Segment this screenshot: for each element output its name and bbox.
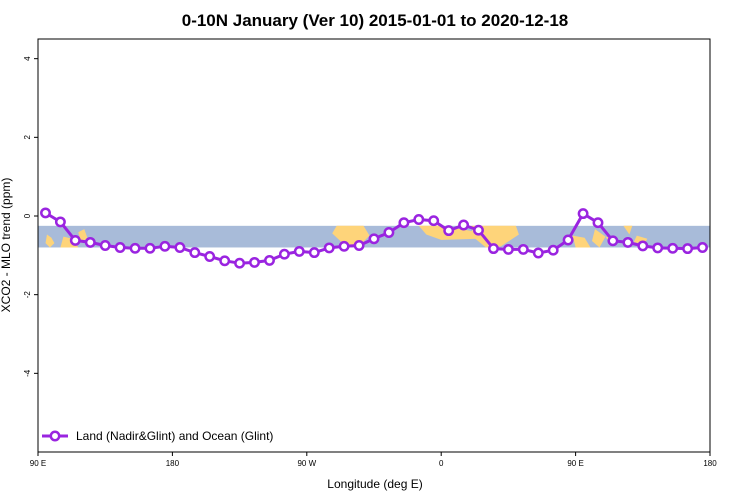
data-point [189,247,201,259]
data-point [473,224,484,236]
land-shape [623,225,633,235]
data-point [622,236,634,248]
data-point [99,240,111,251]
data-point [129,242,141,254]
x-tick-label: 0 [439,459,444,468]
x-axis-label: Longitude (deg E) [327,477,422,491]
legend-label: Land (Nadir&Glint) and Ocean (Glint) [76,429,273,443]
y-tick-label: 2 [23,135,32,140]
plot-frame [37,38,711,453]
data-point [488,243,499,255]
data-point [443,225,455,237]
data-point [264,254,275,266]
data-point [428,215,440,227]
legend-marker-swatch [49,430,61,442]
chart-title: 0-10N January (Ver 10) 2015-01-01 to 202… [182,11,569,30]
data-point [398,217,410,229]
data-point [547,244,559,256]
data-point [682,243,694,255]
y-tick-label: -4 [23,369,32,377]
data-point [532,247,544,259]
data-point [40,207,51,219]
land-shape [592,229,606,248]
series-layer [40,207,708,269]
data-point [458,219,470,231]
data-point [353,240,365,251]
data-point [84,236,96,248]
data-point [234,257,246,269]
land-shape [45,234,55,248]
data-point [293,245,305,257]
data-point [383,227,395,238]
y-axis-label: XCO2 - MLO trend (ppm) [0,178,13,313]
y-tick-label: 4 [23,56,32,61]
data-point [338,240,350,252]
data-point [652,242,664,254]
data-point [308,247,320,259]
data-point [323,242,335,254]
data-point [69,234,81,246]
data-point [697,242,708,253]
land-shape [572,235,591,248]
data-point [667,242,679,254]
data-point [114,242,126,253]
data-point [204,251,216,262]
y-tick-label: 0 [23,213,32,218]
axes: 90 E 180 90 W 0 90 E 180 -4 -2 0 2 4 [23,56,717,468]
x-tick-label: 180 [166,459,180,468]
y-tick-label: -2 [23,291,32,299]
data-point [159,240,171,252]
data-point [278,248,290,260]
data-point [368,233,380,245]
data-point [562,234,574,246]
data-point [517,243,529,255]
data-point [249,256,260,268]
x-tick-label: 90 W [297,459,316,468]
legend: Land (Nadir&Glint) and Ocean (Glint) [42,429,273,443]
x-tick-label: 180 [703,459,717,468]
x-tick-label: 90 E [30,459,46,468]
data-point [413,214,425,225]
data-point [54,216,66,228]
data-point [502,243,514,255]
data-point [174,242,186,253]
data-point [592,217,604,229]
data-point [607,235,619,247]
data-point [637,240,649,252]
x-tick-label: 90 E [567,459,583,468]
data-point [144,242,156,254]
data-point [577,208,589,220]
data-point [219,255,231,267]
